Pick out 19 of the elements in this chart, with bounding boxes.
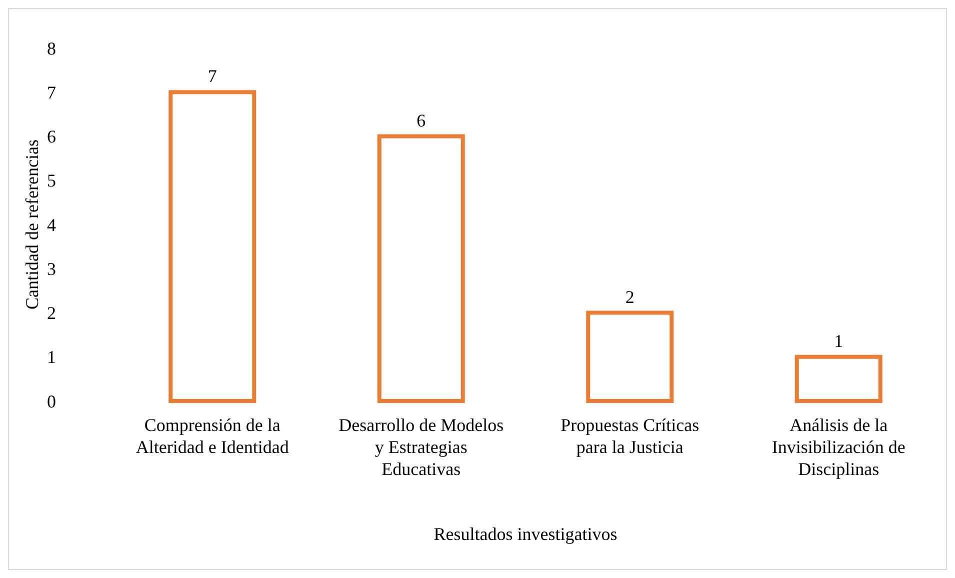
x-tick-label: Análisis de la Invisibilización de Disciplinas [772,415,906,479]
y-tick-label: 6 [47,126,56,147]
data-label: 1 [834,330,844,351]
y-tick-label: 3 [47,258,56,279]
x-axis-title: Resultados investigativos [434,524,618,544]
data-label: 7 [208,66,217,86]
y-tick-label: 0 [47,391,56,412]
y-tick-label: 7 [47,82,56,102]
y-tick-label: 8 [47,38,56,58]
x-tick-label: Comprensión de la Alteridad e Identidad [136,415,289,457]
data-label: 2 [625,286,634,307]
y-axis-title: Cantidad de referencias [22,140,42,310]
y-tick-label: 2 [47,303,56,324]
x-tick-label: Desarrollo de Modelos y Estrategias Educativas [338,415,504,479]
x-tick-label: Propuestas Críticas para la Justicia [560,415,700,457]
y-tick-label: 5 [47,170,56,191]
data-label: 6 [416,110,426,130]
y-tick-label: 4 [47,214,56,235]
y-tick-label: 1 [47,347,56,368]
